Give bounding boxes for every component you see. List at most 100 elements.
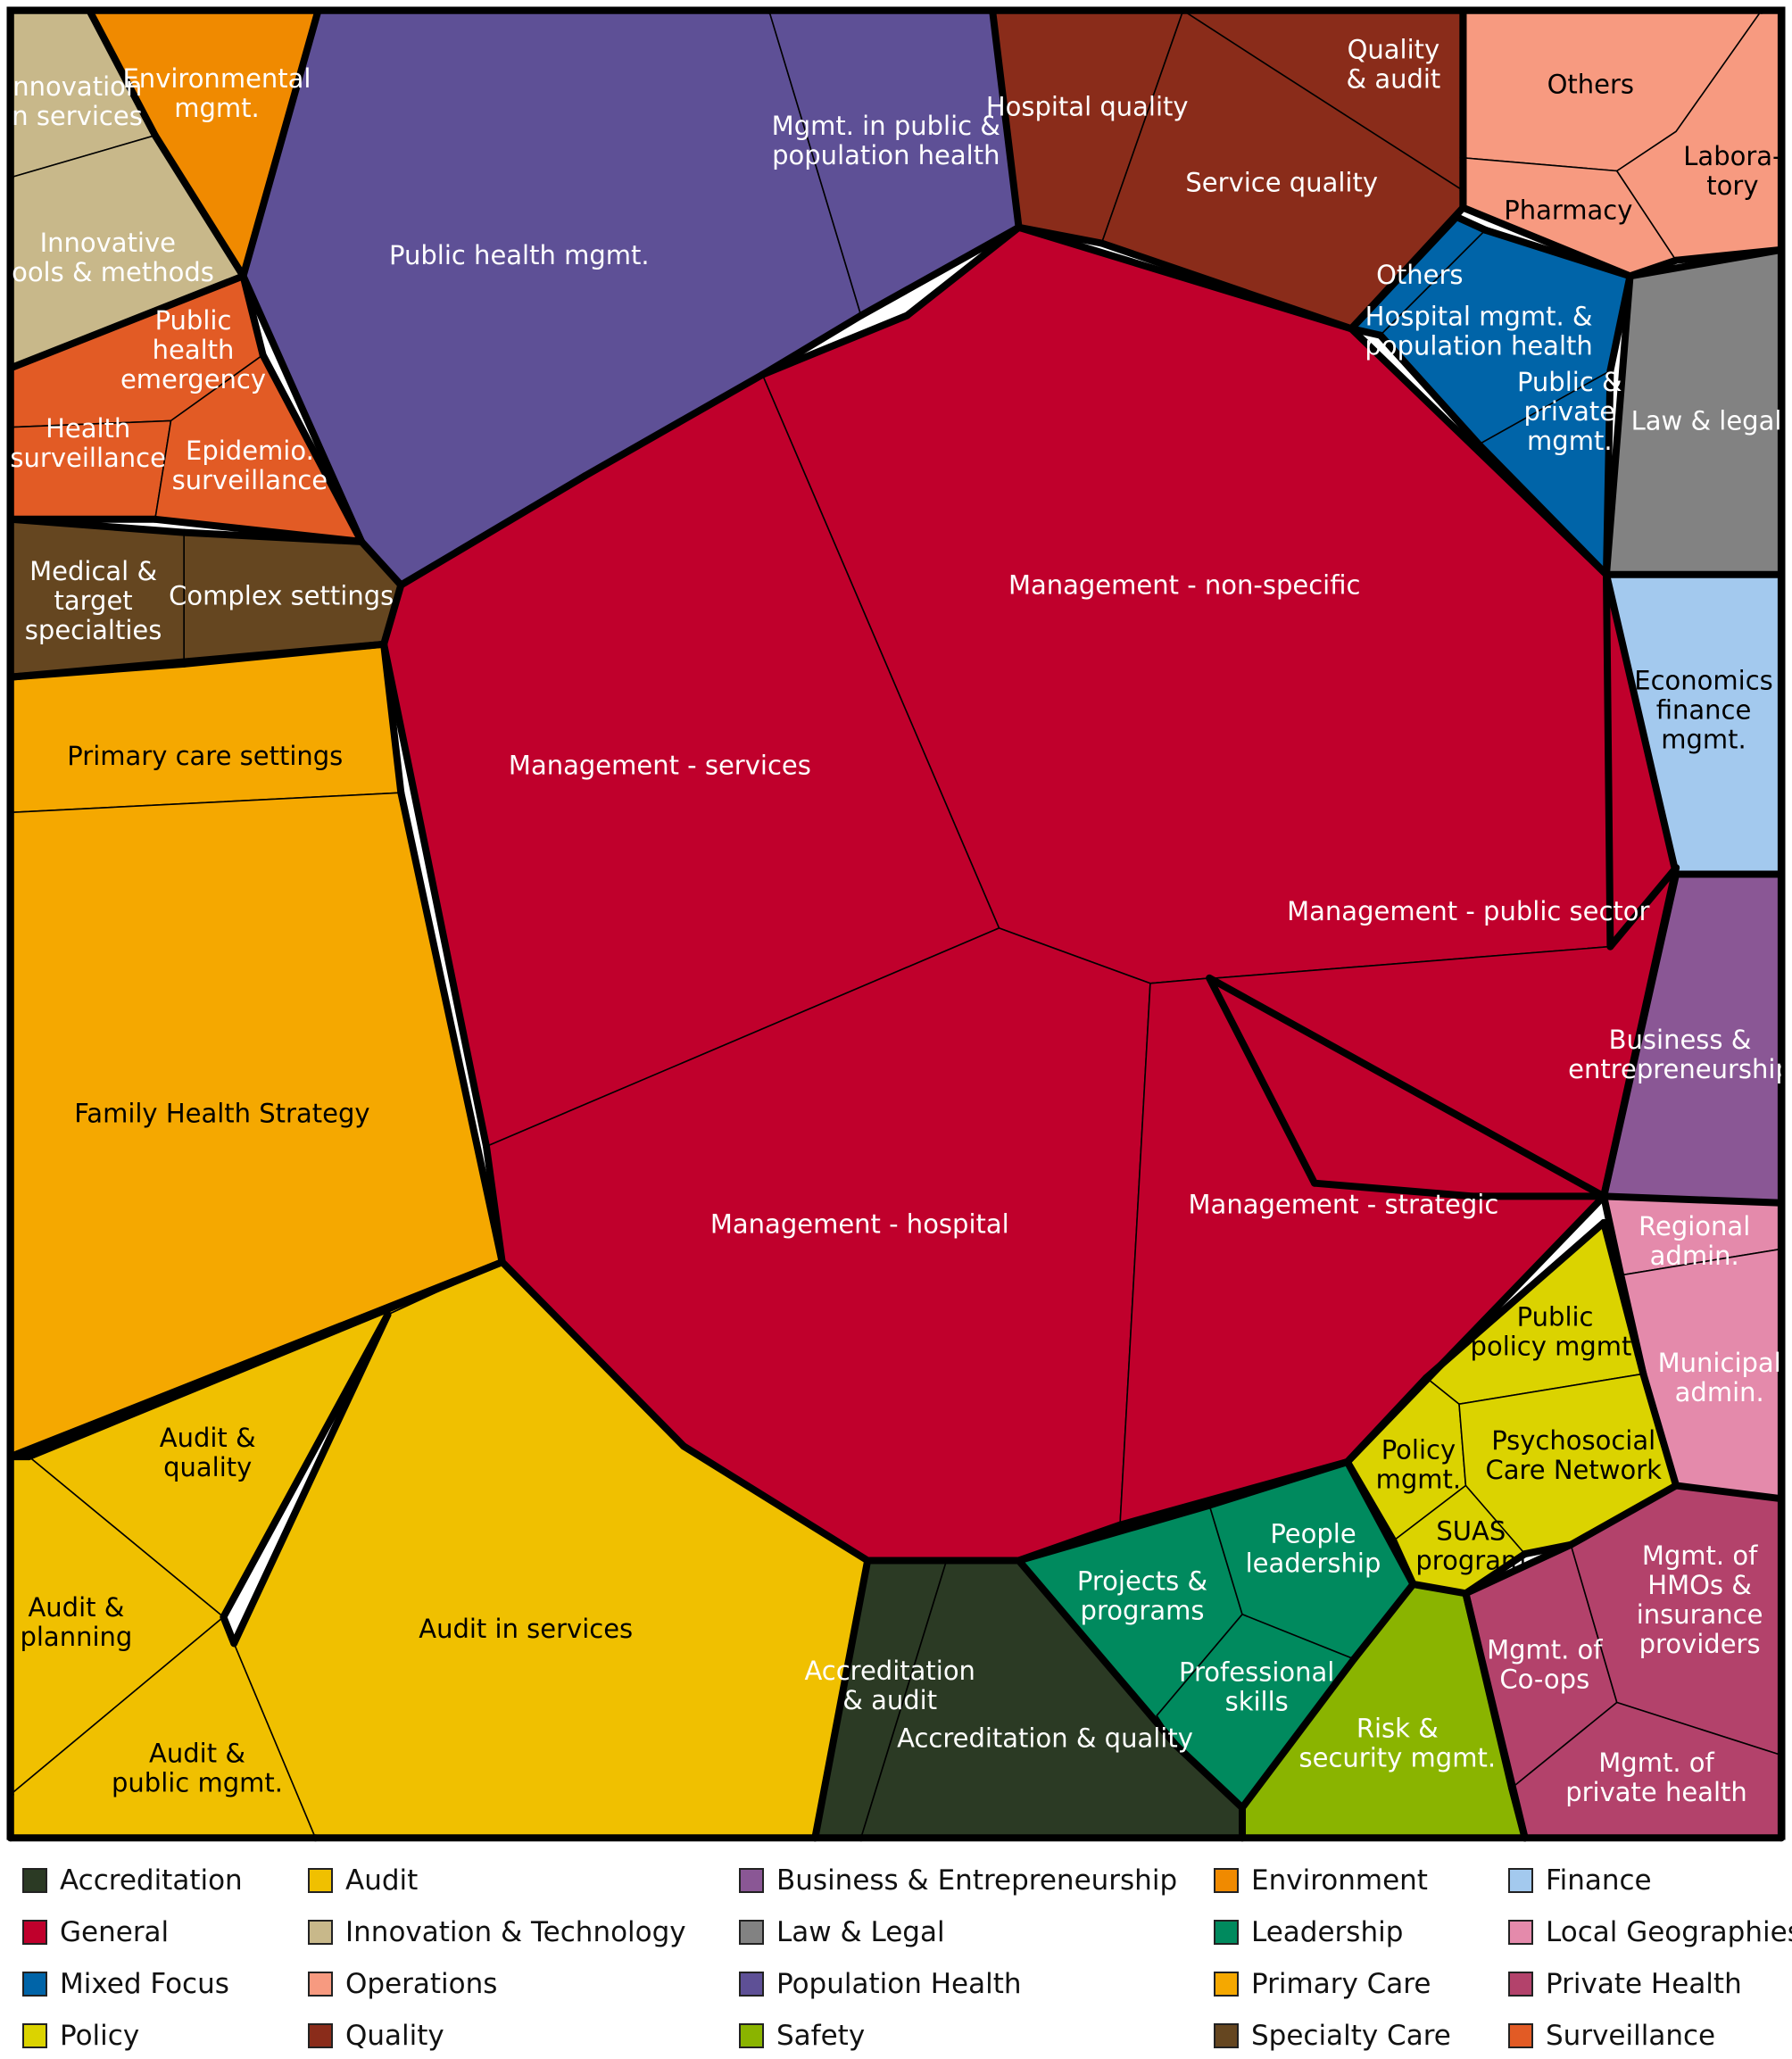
group-border [151,131,247,280]
label-surv-epidemio: Epidemio. surveillance [172,436,328,495]
group-border [230,1311,392,1648]
legend-swatch [1214,2023,1239,2048]
cell-labels-layer: Management - non-specific Management - se… [2,35,1792,1807]
group-border [759,311,911,378]
legend-swatch [308,1920,333,1945]
group-border [380,640,405,797]
group-border [6,640,388,681]
label-line: Public & [1517,367,1622,397]
label-law: Law & legal [1631,405,1782,436]
label-line: Co-ops [1499,1664,1589,1694]
legend-label: Population Health [776,1968,1022,2000]
group-border [1348,325,1384,339]
label-line: Hospital quality [986,91,1189,121]
legend-label: Specialty Care [1251,2020,1451,2052]
label-line: planning [20,1622,132,1652]
label-finance: Economics finance mgmt. [1634,665,1773,754]
label-prim-settings: Primary care settings [67,741,343,771]
legend-item: Environment [1214,1863,1428,1898]
label-biz: Business & entrepreneurship [1568,1025,1792,1084]
group-border [1672,1482,1785,1503]
legend-item: Mixed Focus [22,1966,229,2002]
cells-layer [10,10,1782,1839]
legend-item: Primary Care [1214,1966,1431,2002]
group-border [857,223,1023,320]
legend-label: Accreditation [60,1864,243,1897]
label-qual-hospital: Hospital quality [986,91,1189,121]
label-line: surveillance [172,465,328,495]
label-mixed-public: Public & private mgmt. [1517,367,1622,456]
label-line: Quality [1348,35,1440,65]
label-line: emergency [120,364,266,394]
label-line: Management - public sector [1287,896,1649,926]
legend-label: Primary Care [1251,1968,1431,2000]
group-border [6,515,188,536]
label-line: Risk & [1356,1714,1439,1744]
label-surv-health: Health surveillance [10,413,166,473]
label-line: Complex settings [169,580,394,610]
label-line: Professional [1179,1656,1334,1687]
label-line: Others [1376,260,1463,290]
label-line: population health [772,140,1000,170]
label-line: admin. [1675,1377,1764,1407]
label-line: Business & [1609,1025,1752,1055]
group-border [1409,1581,1470,1598]
group-border [680,1442,872,1565]
legend-item: Accreditation [22,1863,243,1898]
label-mixed-others: Others [1376,260,1463,290]
label-local-municipal: Municipal admin. [1658,1348,1781,1407]
label-ops-lab: Labora-tory [1683,141,1781,201]
legend-label: Leadership [1251,1916,1404,1948]
group-border [1206,974,1608,1200]
label-line: Municipal [1658,1348,1781,1378]
label-env-mgmt: Environmental mgmt. [122,63,311,123]
label-line: SUAS [1436,1516,1506,1547]
label-line: Law & legal [1631,405,1782,436]
label-line: programs [1081,1596,1205,1626]
group-border [239,272,267,359]
label-line: Audit & [149,1739,245,1769]
label-line: population health [1365,331,1592,361]
legend-label: Environment [1251,1864,1428,1897]
label-priv-coops: Mgmt. of Co-ops [1487,1634,1603,1694]
label-line: Others [1547,69,1634,99]
legend-swatch [739,1972,764,1997]
label-line: Public health mgmt. [389,240,650,270]
label-line: surveillance [10,443,166,473]
group-border [1462,1590,1515,1792]
label-line: Care Network [1485,1455,1662,1485]
group-border [1015,1557,1181,1750]
group-border [1508,1784,1529,1842]
label-line: Hospital mgmt. & [1365,302,1593,332]
label-line: Mgmt. of [1642,1540,1758,1571]
legend-label: General [60,1916,170,1948]
label-local-regional: Regional admin. [1639,1211,1750,1271]
legend-label: Operations [345,1968,498,2000]
group-border [1626,256,1680,280]
legend-item: Private Health [1508,1966,1742,2002]
legend-item: Local Geographies [1508,1914,1792,1950]
group-border [397,789,506,1266]
group-border [1606,864,1680,951]
label-ops-others: Others [1547,69,1634,99]
label-lead-people: People leadership [1246,1519,1381,1579]
label-lead-projects: Projects & programs [1077,1566,1207,1626]
label-line: & audit [1346,64,1440,95]
label-spec-medical: Medical & target specialties [25,556,162,645]
group-border [1098,239,1356,333]
legend-swatch [22,1920,47,1945]
label-line: Mgmt. of [1487,1634,1603,1665]
label-prim-fhs: Family Health Strategy [74,1099,369,1129]
group-border [1348,203,1467,333]
label-line: Innovative [40,228,176,258]
legend-label: Mixed Focus [60,1968,229,2000]
label-pop-population: Mgmt. in public & population health [772,111,1000,170]
label-line: People [1270,1519,1356,1549]
legend-item: Surveillance [1508,2018,1715,2054]
label-line: security mgmt. [1299,1743,1497,1773]
group-border [1206,974,1318,1187]
legend-label: Innovation & Technology [345,1916,686,1948]
legend-swatch [1508,1920,1533,1945]
label-qual-audit: Quality & audit [1346,35,1440,95]
label-audit-public: Audit & public mgmt. [112,1739,283,1798]
